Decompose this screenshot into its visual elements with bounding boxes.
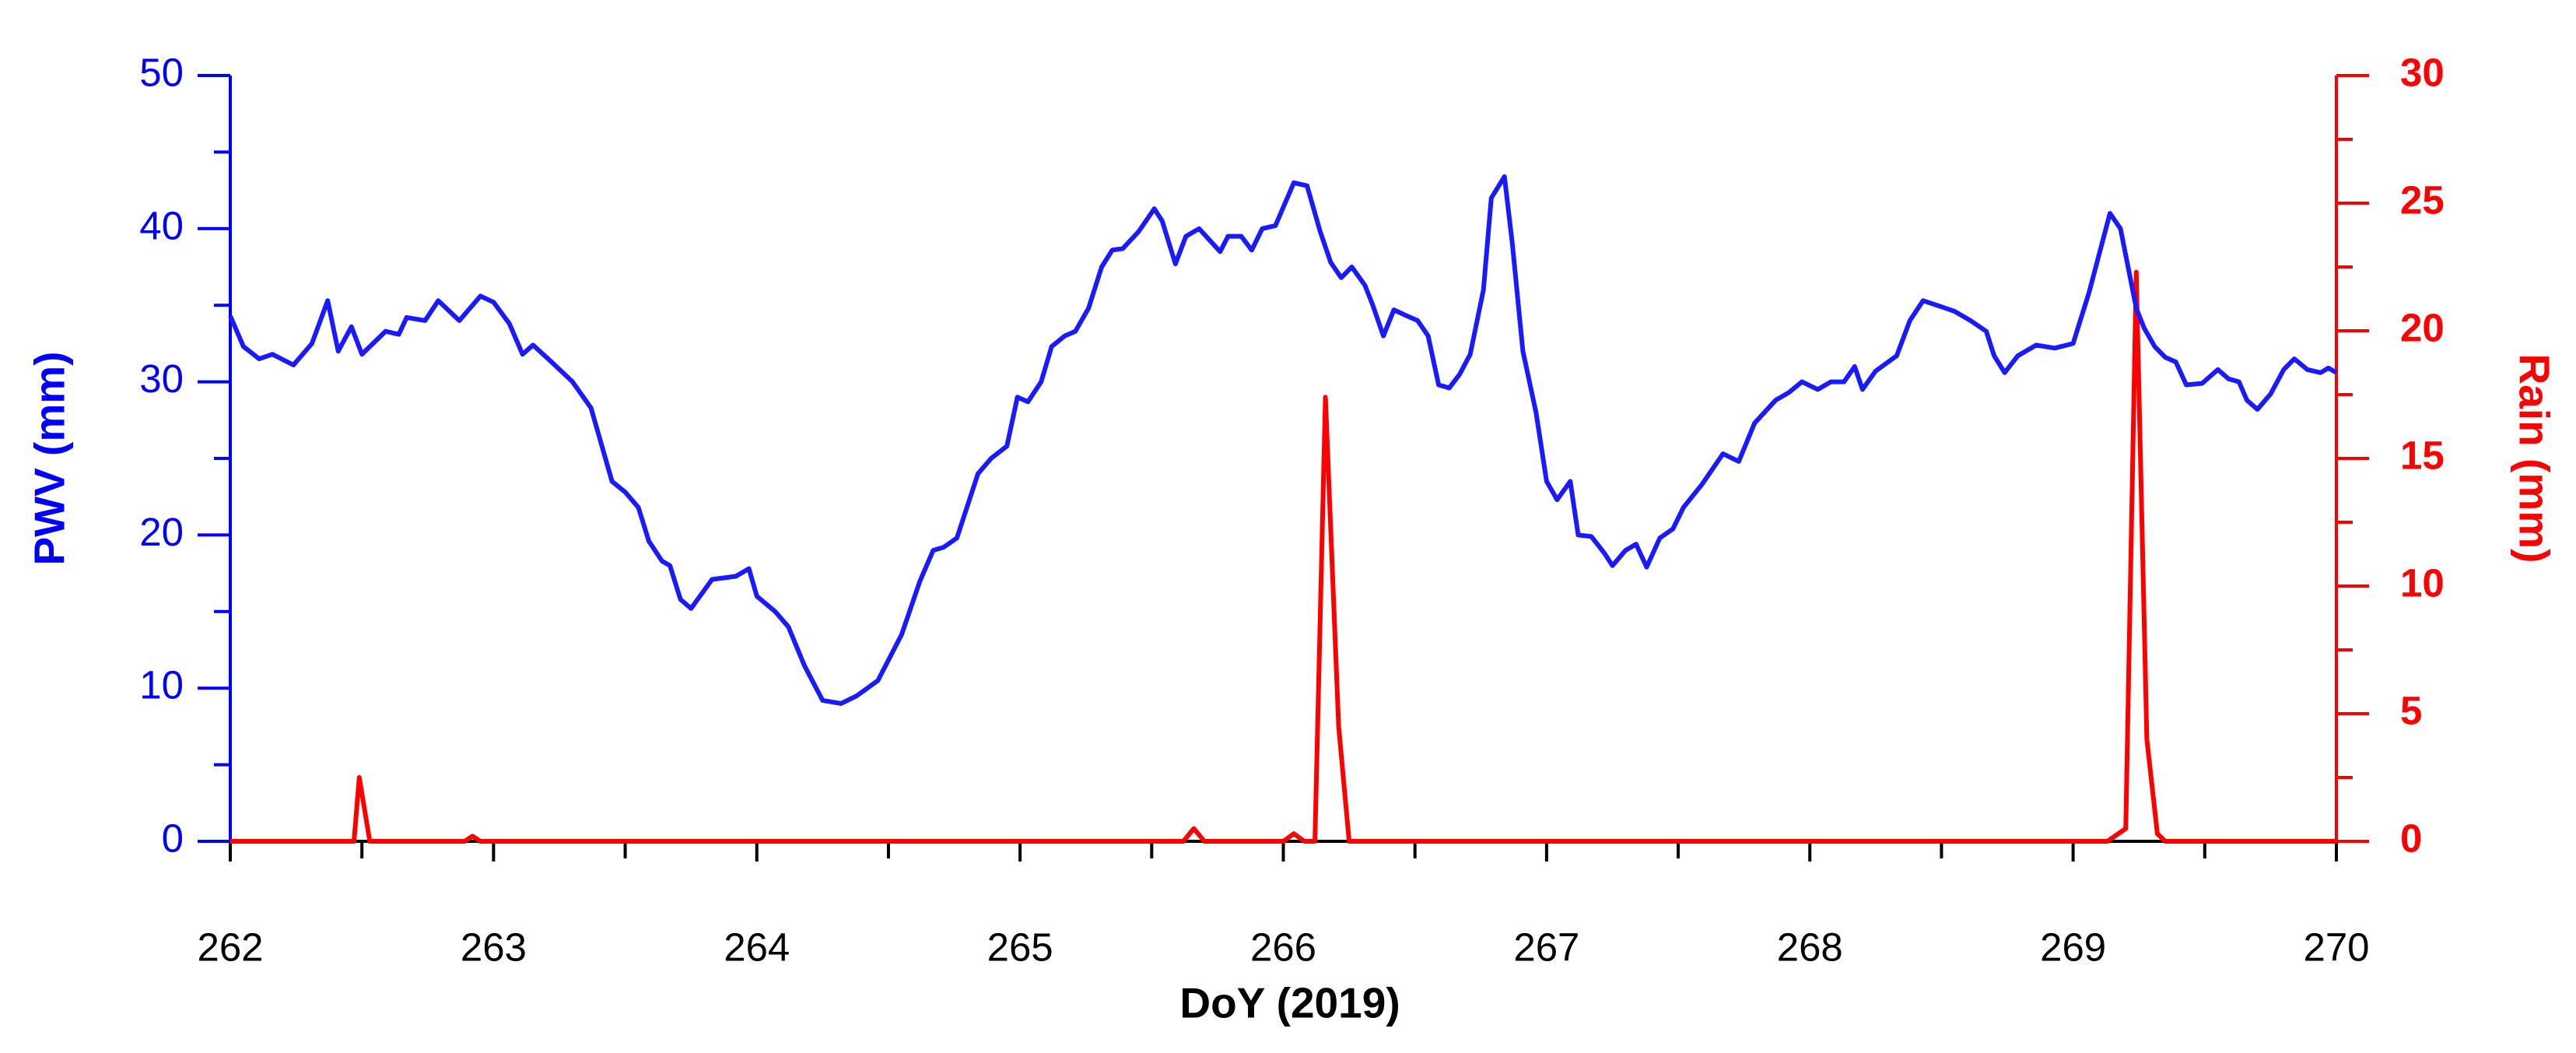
- y-tick-label: 10: [139, 663, 184, 707]
- x-tick-label: 263: [461, 925, 527, 969]
- y2-tick-label: 20: [2400, 305, 2445, 349]
- y-tick-label: 40: [139, 203, 184, 247]
- line-series: [228, 174, 2338, 706]
- y2-tick-label: 25: [2400, 177, 2445, 222]
- y2-axis-title: Rain (mm): [2510, 354, 2558, 563]
- x-tick-label: 268: [1777, 925, 1843, 969]
- y2-tick-label: 15: [2400, 433, 2445, 477]
- x-tick-label: 264: [724, 925, 790, 969]
- x-tick-label: 265: [987, 925, 1053, 969]
- x-tick-label: 270: [2303, 925, 2369, 969]
- x-tick-label: 266: [1250, 925, 1316, 969]
- x-tick-label: 267: [1513, 925, 1579, 969]
- x-axis-title: DoY (2019): [1179, 979, 1400, 1027]
- y2-tick-label: 0: [2400, 816, 2422, 860]
- y-axis-title: PWV (mm): [26, 352, 74, 566]
- y2-tick-label: 10: [2400, 560, 2445, 605]
- y2-tick-label: 30: [2400, 50, 2445, 94]
- line-series: [230, 269, 2336, 844]
- y-tick-label: 20: [139, 510, 184, 554]
- x-tick-label: 262: [197, 925, 263, 969]
- y-tick-label: 30: [139, 356, 184, 401]
- y2-tick-label: 5: [2400, 688, 2422, 732]
- y-tick-label: 0: [162, 816, 184, 860]
- y-tick-label: 50: [139, 50, 184, 94]
- x-tick-label: 269: [2040, 925, 2106, 969]
